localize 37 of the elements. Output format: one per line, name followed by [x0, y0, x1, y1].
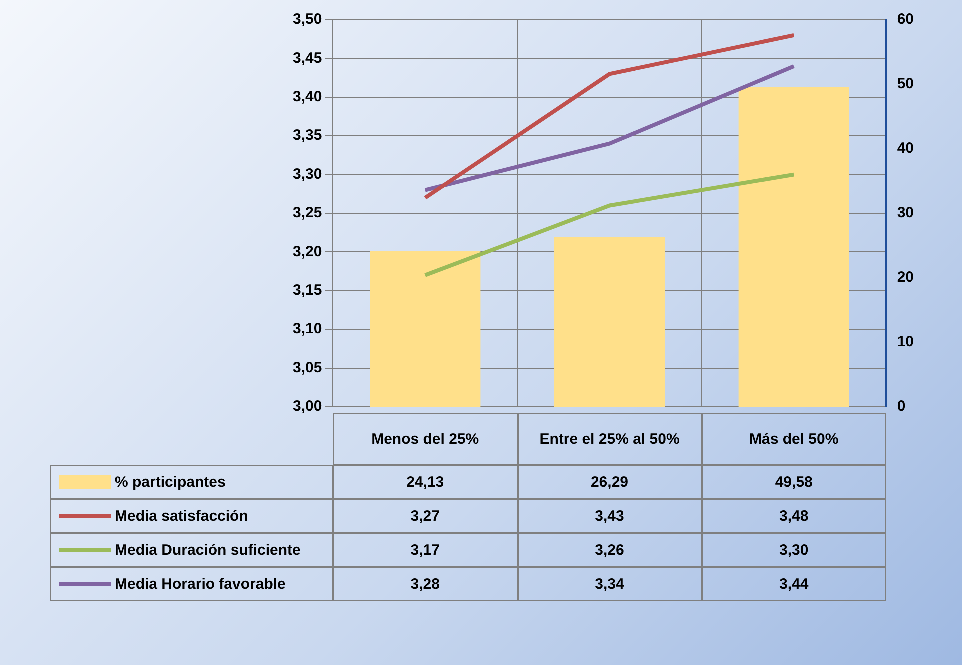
- y-tick-label: 3,05: [292, 359, 322, 376]
- y-tick-label: 3,15: [292, 282, 322, 300]
- data-label: 3,26: [595, 542, 624, 558]
- y2-tick-label: 60: [897, 11, 914, 28]
- y2-tick-label: 50: [897, 76, 914, 93]
- data-label: 3,30: [780, 542, 809, 558]
- y2-tick-label: 30: [897, 204, 914, 222]
- y2-tick-label: 10: [897, 334, 914, 351]
- data-label: 26,29: [590, 474, 629, 490]
- y2-tick-label: 0: [897, 398, 906, 416]
- y-tick-label: 3,45: [292, 50, 322, 67]
- x-tick-label: Menos del 25%: [372, 430, 480, 448]
- legend-label: % participantes: [115, 474, 226, 490]
- legend-label: Media Duración suficiente: [115, 542, 301, 558]
- data-label: 3,27: [410, 508, 440, 524]
- data-label: 24,13: [406, 474, 444, 490]
- x-tick-label: Más del 50%: [750, 430, 839, 448]
- y-tick-label: 3,30: [292, 166, 322, 183]
- data-label: 3,44: [780, 576, 809, 592]
- y-tick-label: 3,35: [292, 127, 322, 144]
- legend-label: Media Horario favorable: [115, 576, 286, 592]
- x-tick-label: Entre el 25% al 50%: [540, 430, 680, 448]
- y-tick-label: 3,25: [292, 204, 322, 222]
- data-label: 3,48: [780, 508, 809, 524]
- y-tick-label: 3,10: [292, 320, 322, 338]
- data-label: 49,58: [775, 474, 813, 490]
- data-label: 3,28: [410, 576, 440, 592]
- data-label: 3,43: [595, 508, 624, 524]
- data-label: 3,34: [595, 576, 624, 592]
- y2-tick-label: 40: [897, 140, 914, 158]
- legend-label: Media satisfacción: [115, 508, 248, 524]
- y-tick-label: 3,00: [292, 398, 322, 416]
- data-label: 3,17: [410, 542, 440, 558]
- y-tick-label: 3,40: [292, 88, 322, 106]
- y-tick-label: 3,50: [292, 11, 322, 28]
- y2-tick-label: 20: [897, 269, 914, 286]
- y-tick-label: 3,20: [292, 243, 322, 260]
